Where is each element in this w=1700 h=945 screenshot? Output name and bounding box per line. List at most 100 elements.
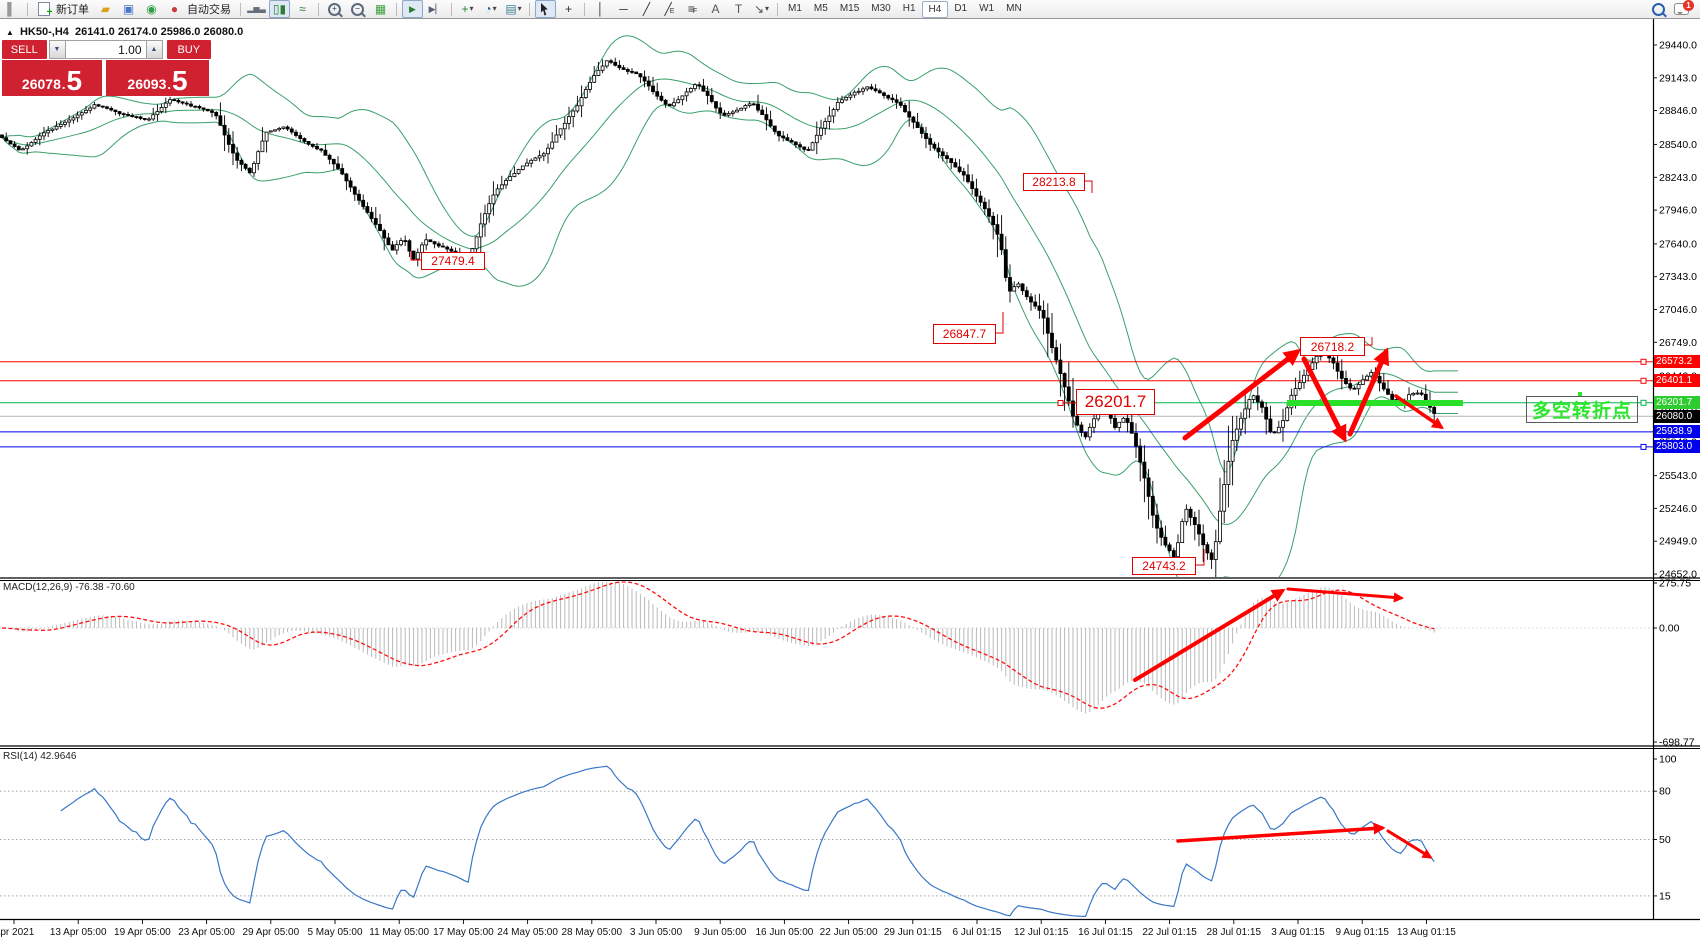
swing-price-label[interactable]: 26718.2 xyxy=(1300,337,1365,356)
period-icon[interactable]: ◔ ▾ xyxy=(484,2,497,16)
swing-price-label[interactable]: 26847.7 xyxy=(933,324,996,344)
tf-H1[interactable]: H1 xyxy=(902,2,916,14)
buy-price-dot: . xyxy=(167,77,171,92)
toolbar-separator xyxy=(777,2,778,16)
volume-input[interactable]: 1.00 xyxy=(65,40,146,59)
toolbar-separator xyxy=(529,2,530,16)
price-tag: 26401.1 xyxy=(1654,374,1700,388)
volume-increase-button[interactable]: ▲ xyxy=(145,40,163,59)
template-icon[interactable]: ▤ ▾ xyxy=(505,2,522,16)
vertical-line-icon[interactable]: │ xyxy=(596,2,605,16)
sell-price-fraction: 5 xyxy=(66,65,83,96)
text-annotation[interactable]: 多空转折点 xyxy=(1526,396,1638,423)
volume-decrease-button[interactable]: ▼ xyxy=(48,40,66,59)
tf-M30[interactable]: M30 xyxy=(871,2,891,14)
toolbar-separator xyxy=(240,2,241,16)
svg-text:12 Jul 01:15: 12 Jul 01:15 xyxy=(1014,927,1069,938)
svg-text:24 May 05:00: 24 May 05:00 xyxy=(497,927,558,938)
toolbar-separator xyxy=(584,2,585,16)
bar-chart-icon[interactable]: ▂▅▃ xyxy=(247,4,266,13)
sell-price[interactable]: 26078 . 5 xyxy=(2,60,102,96)
svg-text:3 Aug 01:15: 3 Aug 01:15 xyxy=(1271,927,1325,938)
svg-text:28846.0: 28846.0 xyxy=(1659,105,1697,117)
tf-MN[interactable]: MN xyxy=(1006,2,1022,14)
new-chart-icon[interactable]: + ▾ xyxy=(461,2,474,16)
swing-price-label[interactable]: 27479.4 xyxy=(421,252,485,270)
svg-text:24652.0: 24652.0 xyxy=(1659,569,1697,581)
svg-text:27946.0: 27946.0 xyxy=(1659,205,1697,217)
swing-price-label[interactable]: 28213.8 xyxy=(1023,173,1085,191)
arrows-icon[interactable]: ↘ ▾ xyxy=(753,2,770,16)
svg-text:9 Aug 01:15: 9 Aug 01:15 xyxy=(1336,927,1390,938)
tf-M1[interactable]: M1 xyxy=(788,2,802,14)
svg-text:-698.77: -698.77 xyxy=(1659,737,1695,749)
new-order-icon[interactable] xyxy=(33,0,54,20)
tf-W1[interactable]: W1 xyxy=(979,2,995,14)
zoom-in-icon[interactable]: + xyxy=(324,0,345,18)
horizontal-line-icon[interactable]: ─ xyxy=(619,2,628,16)
svg-text:16 Jun 05:00: 16 Jun 05:00 xyxy=(755,927,813,938)
one-click-trade-panel: SELL ▼ 1.00 ▲ BUY 26078 . 5 26093 . 5 xyxy=(2,40,211,96)
auto-scroll-icon[interactable]: ▶ xyxy=(402,0,423,18)
tf-M5[interactable]: M5 xyxy=(813,2,828,14)
collapse-trade-panel-icon[interactable]: ▲ xyxy=(6,28,14,37)
tf-M15[interactable]: M15 xyxy=(839,2,860,14)
sell-button[interactable]: SELL xyxy=(2,40,47,59)
tf-H4[interactable]: H4 xyxy=(921,0,949,18)
price-tag: 26201.7 xyxy=(1654,396,1700,410)
candlestick-icon[interactable]: ▯▮ xyxy=(269,0,290,18)
search-icon[interactable] xyxy=(1648,0,1669,18)
fibonacci-icon[interactable]: ≡ F xyxy=(687,2,698,16)
line-chart-icon[interactable]: ≈ xyxy=(299,2,306,16)
svg-text:11 May 05:00: 11 May 05:00 xyxy=(369,927,429,938)
svg-text:15: 15 xyxy=(1659,890,1671,902)
chart-shift-icon[interactable]: ▶▏ xyxy=(428,4,443,14)
svg-text:19 Apr 05:00: 19 Apr 05:00 xyxy=(114,927,171,938)
svg-text:13 Apr 05:00: 13 Apr 05:00 xyxy=(50,927,107,938)
svg-text:28540.0: 28540.0 xyxy=(1659,139,1697,151)
svg-text:275.75: 275.75 xyxy=(1659,578,1691,590)
tile-windows-icon[interactable]: ▦ xyxy=(374,2,387,16)
svg-text:27640.0: 27640.0 xyxy=(1659,238,1697,250)
buy-price[interactable]: 26093 . 5 xyxy=(106,60,209,96)
tf-D1[interactable]: D1 xyxy=(954,2,968,14)
svg-text:80: 80 xyxy=(1659,786,1671,798)
text-icon[interactable]: A xyxy=(711,2,720,16)
signal-icon[interactable]: ◉ xyxy=(146,2,157,16)
cursor-icon[interactable] xyxy=(535,0,556,18)
buy-price-fraction: 5 xyxy=(171,65,188,96)
sell-price-dot: . xyxy=(61,77,66,92)
swing-price-label[interactable]: 26201.7 xyxy=(1076,389,1155,415)
auto-trading-label: 自动交易 xyxy=(187,4,231,16)
annotation-anchor-dot xyxy=(1578,392,1582,396)
svg-text:Apr 2021: Apr 2021 xyxy=(0,927,35,938)
market-watch-icon[interactable]: ▣ xyxy=(122,2,135,16)
svg-text:27343.0: 27343.0 xyxy=(1659,271,1697,283)
svg-text:29 Apr 05:00: 29 Apr 05:00 xyxy=(242,927,299,938)
trendline-icon[interactable]: ╱ xyxy=(642,2,651,16)
text-label-icon[interactable]: T xyxy=(734,2,743,16)
svg-text:100: 100 xyxy=(1659,754,1677,766)
chat-icon[interactable]: 1 xyxy=(1671,0,1694,18)
toolbar-separator xyxy=(318,2,319,16)
new-order-label: 新订单 xyxy=(56,4,89,16)
svg-text:29 Jun 01:15: 29 Jun 01:15 xyxy=(884,927,942,938)
auto-trading-icon[interactable]: ● xyxy=(170,2,179,16)
rsi-indicator-label: RSI(14) 42.9646 xyxy=(3,751,77,762)
clipped-icon[interactable]: ▌ xyxy=(7,2,16,16)
svg-text:28 Jul 01:15: 28 Jul 01:15 xyxy=(1207,927,1262,938)
timeframe-switcher: M1 M5 M15 M30 H1 H4 D1 W1 MN xyxy=(782,0,1028,18)
chat-bubble-icon: 1 xyxy=(1674,0,1694,15)
crosshair-icon[interactable]: + xyxy=(564,2,572,16)
toolbar-separator xyxy=(27,2,28,16)
equidistant-channel-icon[interactable]: ╱ E xyxy=(664,2,675,16)
zoom-out-icon[interactable]: − xyxy=(347,0,368,18)
svg-text:22 Jul 01:15: 22 Jul 01:15 xyxy=(1142,927,1197,938)
buy-button[interactable]: BUY xyxy=(166,40,211,59)
swing-price-label[interactable]: 24743.2 xyxy=(1132,557,1196,575)
eraser-icon[interactable]: ▰ xyxy=(100,2,111,16)
svg-text:50: 50 xyxy=(1659,834,1671,846)
chart-title: ▲ HK50-,H4 26141.0 26174.0 25986.0 26080… xyxy=(6,26,243,38)
